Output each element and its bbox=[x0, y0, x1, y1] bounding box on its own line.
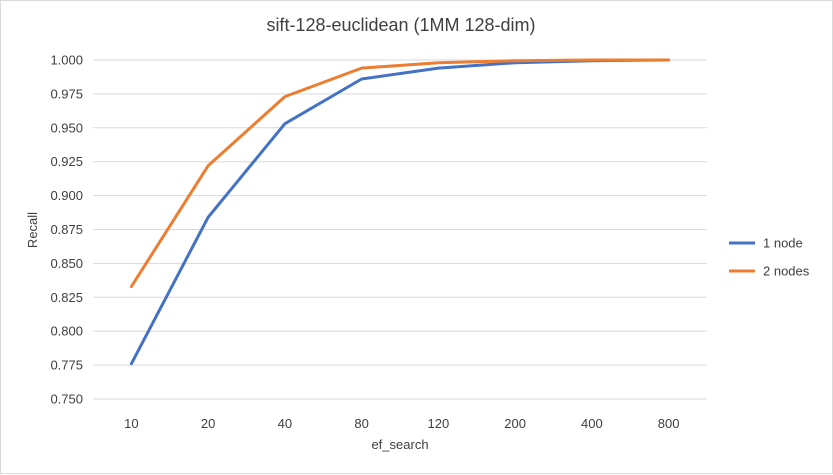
x-tick-label: 400 bbox=[581, 416, 603, 431]
y-tick-label: 0.750 bbox=[50, 392, 83, 407]
data-point bbox=[513, 59, 517, 62]
y-axis-title: Recall bbox=[25, 212, 40, 248]
data-point bbox=[667, 58, 670, 62]
legend-label: 1 node bbox=[763, 236, 803, 251]
y-tick-label: 0.900 bbox=[50, 188, 83, 203]
x-tick-label: 20 bbox=[201, 416, 215, 431]
x-tick-label: 10 bbox=[124, 416, 138, 431]
x-axis-ticks: 10 20 40 80 120 200 400 800 bbox=[124, 416, 679, 431]
data-point bbox=[130, 362, 133, 365]
series-line-2 bbox=[129, 58, 671, 288]
x-axis-title: ef_search bbox=[371, 437, 428, 452]
data-point bbox=[283, 95, 287, 98]
y-tick-label: 0.925 bbox=[50, 154, 83, 169]
y-tick-label: 0.825 bbox=[50, 290, 83, 305]
data-point bbox=[360, 66, 363, 70]
y-tick-label: 0.875 bbox=[50, 222, 83, 237]
legend: 1 node 2 nodes bbox=[729, 236, 810, 279]
series-line-1 bbox=[129, 58, 671, 366]
y-axis-ticks: 0.750 0.775 0.800 0.825 0.850 0.875 0.900 0.925… bbox=[50, 53, 83, 407]
data-point bbox=[590, 58, 594, 62]
y-tick-label: 1.000 bbox=[50, 53, 83, 68]
data-point bbox=[206, 164, 210, 167]
x-tick-label: 200 bbox=[504, 416, 526, 431]
y-tick-label: 0.850 bbox=[50, 256, 83, 271]
data-point bbox=[130, 285, 133, 288]
data-point bbox=[206, 216, 210, 219]
data-point bbox=[360, 77, 363, 81]
y-tick-label: 0.775 bbox=[50, 358, 83, 373]
legend-label: 2 nodes bbox=[763, 264, 810, 279]
data-point bbox=[283, 122, 287, 125]
y-tick-label: 0.950 bbox=[50, 120, 83, 135]
gridlines bbox=[93, 59, 707, 400]
data-point bbox=[437, 61, 440, 64]
y-tick-label: 0.800 bbox=[50, 324, 83, 339]
x-tick-label: 800 bbox=[658, 416, 680, 431]
series-lines bbox=[129, 58, 671, 366]
chart-title: sift-128-euclidean (1MM 128-dim) bbox=[266, 15, 535, 35]
y-tick-label: 0.975 bbox=[50, 86, 83, 101]
x-tick-label: 120 bbox=[428, 416, 450, 431]
x-tick-label: 40 bbox=[278, 416, 292, 431]
x-tick-label: 80 bbox=[354, 416, 368, 431]
data-point bbox=[437, 66, 440, 70]
